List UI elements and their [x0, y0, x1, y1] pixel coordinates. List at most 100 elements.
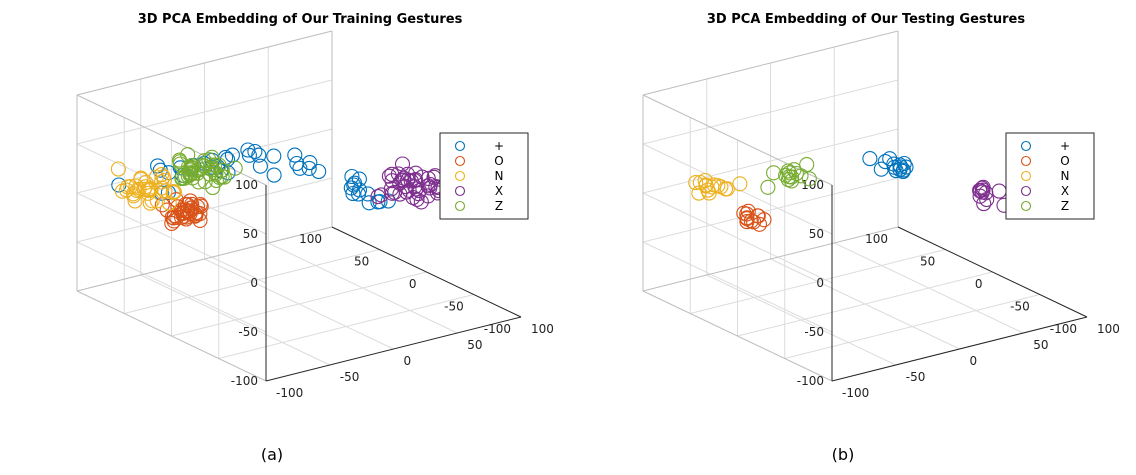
data-point-+ [266, 167, 282, 183]
data-point-+ [862, 151, 878, 167]
data-point-+ [888, 163, 904, 179]
data-point-+ [873, 161, 889, 177]
data-point-+ [266, 148, 282, 164]
legend-box [1005, 132, 1095, 220]
data-point-X [394, 156, 411, 172]
y-tick-label: 50 [1033, 338, 1048, 352]
data-point-O [182, 193, 198, 209]
box-edge [642, 226, 899, 292]
box-edge [76, 226, 333, 292]
box-edge [76, 30, 333, 96]
data-point-O [169, 209, 185, 225]
x-axis-line [897, 226, 1088, 318]
y-tick-label: 100 [531, 322, 554, 336]
grid-line [642, 128, 899, 194]
z-tick-label: 50 [243, 227, 258, 241]
legend-marker [454, 200, 466, 212]
data-point-X [384, 166, 400, 182]
data-point-N [127, 193, 143, 209]
x-tick-label: 100 [299, 232, 322, 246]
data-point-Z [781, 165, 797, 181]
grid-line [642, 192, 833, 284]
legend-entry: O [1060, 154, 1069, 168]
legend-entry: X [1061, 184, 1069, 198]
data-point-N [704, 179, 720, 195]
data-point-X [975, 182, 991, 198]
data-point-O [166, 213, 182, 229]
legend-marker [1020, 140, 1032, 152]
legend-entry: + [494, 139, 504, 153]
data-point-Z [208, 172, 224, 189]
y-axis-line [831, 316, 1088, 382]
data-point-Z [799, 157, 815, 173]
data-point-N [140, 185, 156, 201]
z-tick-label: -50 [804, 325, 824, 339]
data-point-+ [241, 147, 257, 163]
data-point-+ [251, 147, 267, 163]
data-point-O [184, 200, 200, 216]
data-point-Z [203, 157, 219, 173]
data-point-N [142, 182, 158, 198]
data-point-O [740, 203, 756, 219]
z-tick-label: -100 [797, 374, 824, 388]
plot-area: 100500-50-100100500-50-100-100-50050100+… [642, 30, 1120, 400]
data-point-X [384, 173, 400, 189]
data-point-+ [898, 159, 914, 175]
plot-area: 100500-50-100100500-50-100-100-50050100+… [76, 30, 554, 400]
grid-line [124, 249, 380, 314]
data-point-+ [301, 160, 317, 176]
data-point-Z [204, 149, 220, 165]
data-point-+ [346, 177, 362, 193]
data-point-+ [252, 158, 268, 174]
data-point-X [413, 194, 429, 210]
data-point-+ [302, 155, 318, 171]
data-point-X [401, 182, 417, 198]
y-tick-label: 0 [404, 354, 412, 368]
data-point-Z [180, 147, 196, 163]
box-edge [76, 290, 267, 382]
legend-marker [454, 140, 466, 152]
grid-line [642, 143, 833, 235]
data-point-Z [171, 152, 188, 168]
x-tick-label: 0 [975, 277, 983, 291]
data-point-N [688, 175, 704, 191]
grid-line [690, 249, 946, 314]
legend-entry: Z [1061, 199, 1069, 213]
z-tick-label: 0 [816, 276, 824, 290]
data-point-Z [189, 165, 205, 181]
legend-marker [454, 170, 466, 182]
x-tick-label: -50 [444, 300, 464, 314]
data-point-X [974, 180, 990, 196]
data-point-N [719, 181, 735, 197]
data-point-N [155, 169, 171, 185]
data-point-N [692, 174, 708, 191]
legend-marker [454, 155, 466, 167]
data-point-N [149, 193, 165, 209]
z-tick-label: 100 [235, 178, 258, 192]
z-tick-label: 50 [809, 227, 824, 241]
x-tick-label: -50 [1010, 300, 1030, 314]
y-tick-label: 50 [467, 338, 482, 352]
data-point-Z [216, 169, 232, 185]
data-point-+ [292, 160, 308, 176]
legend-box [439, 132, 529, 220]
x-tick-label: 100 [865, 232, 888, 246]
data-point-X [370, 189, 386, 205]
data-point-X [400, 172, 416, 188]
data-point-X [979, 191, 995, 208]
data-point-N [691, 185, 707, 201]
data-point-Z [778, 167, 794, 183]
box-edge [642, 290, 833, 382]
grid-line [204, 258, 394, 350]
data-point-+ [311, 163, 327, 180]
grid-line [76, 192, 267, 284]
data-point-N [114, 183, 130, 199]
y-axis-line [265, 316, 522, 382]
legend-entry: O [494, 154, 503, 168]
legend-entry: X [495, 184, 503, 198]
data-point-+ [895, 162, 911, 178]
data-point-N [166, 184, 182, 200]
grid-line [268, 242, 458, 334]
y-tick-label: 0 [970, 354, 978, 368]
